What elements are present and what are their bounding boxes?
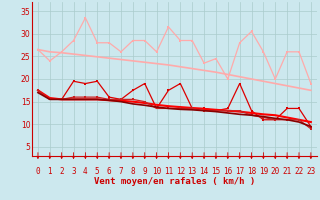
X-axis label: Vent moyen/en rafales ( km/h ): Vent moyen/en rafales ( km/h ) [94,178,255,186]
